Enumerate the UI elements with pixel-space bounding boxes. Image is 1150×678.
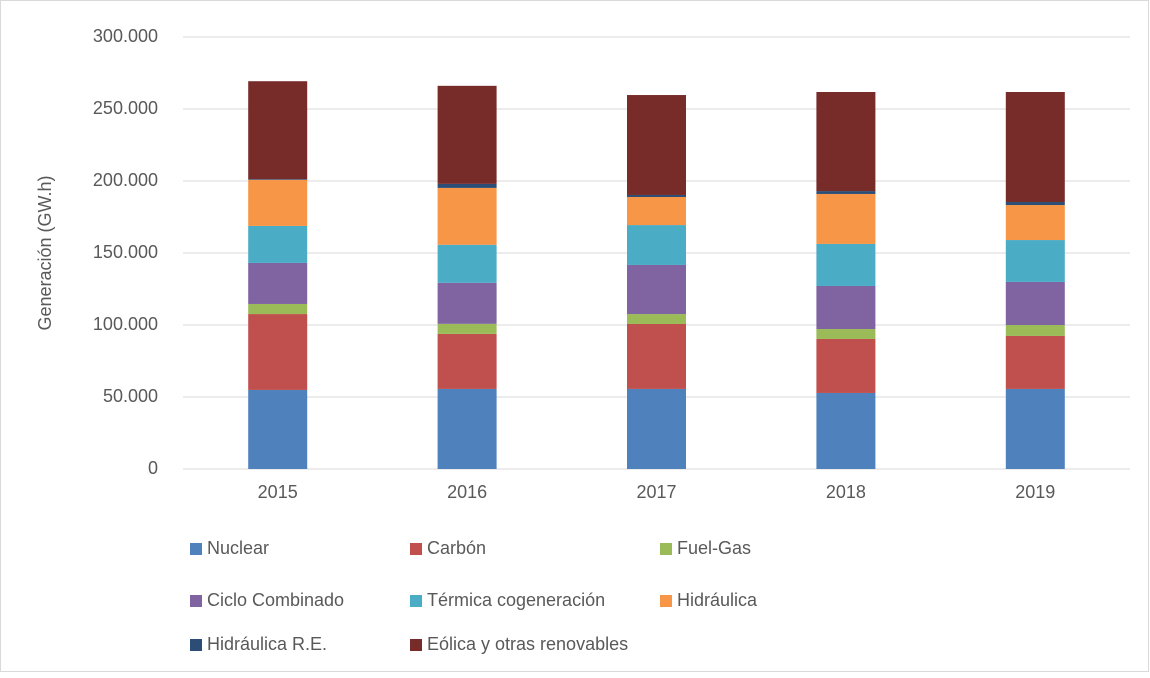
bar-segment [816,193,876,244]
legend-label: Nuclear [207,538,269,558]
bar-segment [248,303,308,315]
bar-segment [437,388,497,469]
legend-swatch [190,543,202,555]
y-tick-label: 250.000 [93,98,158,118]
bar-segment [816,243,876,286]
bar-segment [248,179,308,226]
legend-swatch [660,595,672,607]
bar-segment [627,264,686,315]
x-tick-label: 2019 [1015,482,1055,502]
y-tick-label: 100.000 [93,314,158,334]
bar-segment [437,323,497,334]
bar-segment [816,338,876,393]
y-tick-label: 0 [148,458,158,478]
bar-segment [627,323,686,389]
legend-label: Carbón [427,538,486,558]
legend-label: Fuel-Gas [677,538,751,558]
legend-swatch [660,543,672,555]
legend-swatch [410,639,422,651]
bar-segment [437,183,497,188]
bar-segment [1005,92,1065,203]
bar-segment [816,329,876,339]
legend-label: Térmica cogeneración [427,590,605,610]
legend-swatch [410,543,422,555]
bar-segment [1005,325,1065,336]
bar-segment [816,285,876,330]
bar-segment [1005,335,1065,389]
bar-segment [627,314,686,324]
legend-swatch [410,595,422,607]
bar-segment [627,388,686,469]
bar-segment [1005,388,1065,469]
legend-swatch [190,639,202,651]
bar-segment [437,244,497,283]
y-tick-label: 150.000 [93,242,158,262]
legend-label: Eólica y otras renovables [427,634,628,654]
x-tick-label: 2018 [826,482,866,502]
x-tick-label: 2015 [258,482,298,502]
bar-segment [816,92,876,192]
bar-segment [1005,281,1065,325]
legend-label: Hidráulica [677,590,758,610]
x-tick-label: 2016 [447,482,487,502]
bar-segment [437,282,497,324]
bar-segment [1005,240,1065,282]
bar-segment [816,191,876,194]
bar-segment [248,225,308,263]
bar-segment [627,95,686,195]
y-axis-title: Generación (GW.h) [35,175,55,330]
bar-segment [248,314,308,390]
bar-segment [437,85,497,184]
bar-segment [248,179,308,180]
x-tick-label: 2017 [636,482,676,502]
legend-swatch [190,595,202,607]
bar-segment [627,196,686,226]
bar-segment [627,225,686,265]
bar-segment [248,81,308,180]
bar-segment [627,194,686,197]
y-tick-label: 50.000 [103,386,158,406]
legend-label: Hidráulica R.E. [207,634,327,654]
y-tick-label: 300.000 [93,26,158,46]
bar-segment [437,187,497,245]
bar-segment [1005,202,1065,206]
bar-segment [248,262,308,304]
legend-label: Ciclo Combinado [207,590,344,610]
bar-segment [437,333,497,389]
y-tick-label: 200.000 [93,170,158,190]
bar-segment [1005,205,1065,241]
bar-segment [248,389,308,469]
bar-segment [816,392,876,469]
